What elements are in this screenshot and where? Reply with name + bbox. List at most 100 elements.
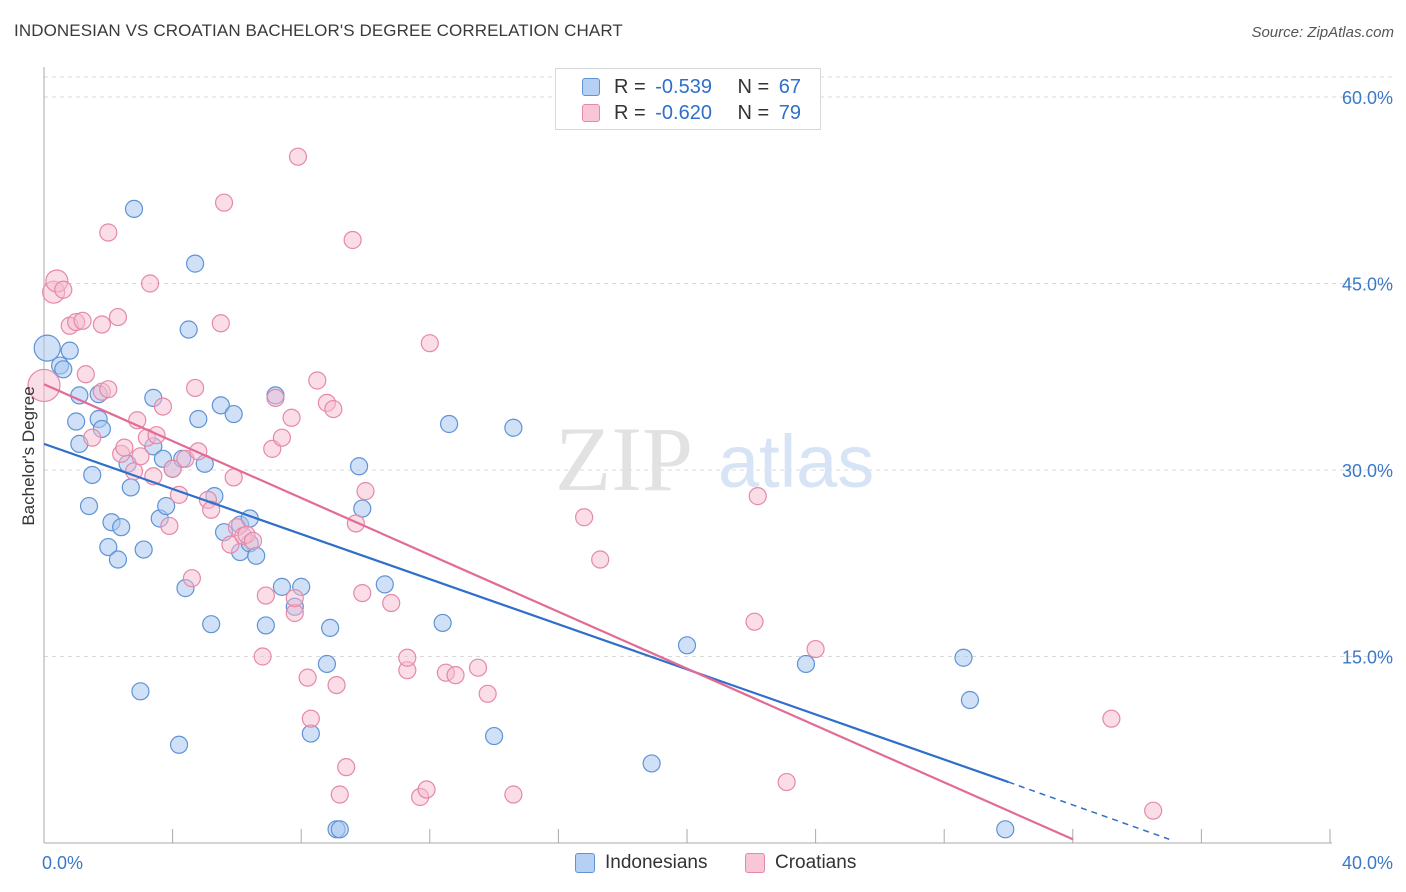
croatian-point xyxy=(446,666,465,685)
croatian-point xyxy=(301,709,320,728)
croatian-point xyxy=(282,408,301,427)
watermark-zip: ZIP xyxy=(555,408,693,510)
axes xyxy=(43,67,1332,844)
indonesian-point xyxy=(131,682,150,701)
croatian-point xyxy=(211,314,230,333)
x-tick-label: 0.0% xyxy=(42,853,83,873)
croatian-point xyxy=(575,508,594,527)
indonesian-point xyxy=(67,412,86,431)
y-tick-label: 30.0% xyxy=(1342,461,1393,481)
indonesian-point xyxy=(79,496,99,516)
croatian-point xyxy=(221,535,240,554)
croatian-point xyxy=(343,230,362,250)
croatian-point xyxy=(253,647,272,666)
croatian-point xyxy=(468,658,488,677)
croatian-point xyxy=(288,147,308,166)
legend-r-label: R = xyxy=(614,76,646,98)
indonesian-point xyxy=(108,550,128,569)
bottom-legend-swatch-pink xyxy=(745,853,765,873)
croatian-point xyxy=(182,569,201,588)
indonesian-point xyxy=(124,199,144,218)
grid-lines xyxy=(44,76,1392,657)
croatian-point xyxy=(324,399,343,419)
croatian-point xyxy=(147,426,166,445)
croatian-point xyxy=(76,365,95,384)
croatian-point xyxy=(504,785,523,804)
croatian-point xyxy=(420,334,439,353)
croatian-point xyxy=(398,648,417,667)
legend-r-label: R = xyxy=(614,102,646,124)
legend-n-label: N = xyxy=(737,102,770,124)
indonesian-point xyxy=(504,418,523,437)
croatian-point xyxy=(115,438,134,457)
croatian-point xyxy=(153,397,173,416)
bottom-legend-swatch-blue xyxy=(575,853,595,873)
legend-r-value: -0.539 xyxy=(655,76,712,98)
chart-source: Source: ZipAtlas.com xyxy=(1251,24,1394,41)
indonesian-point xyxy=(349,457,369,476)
croatian-point xyxy=(186,378,205,398)
indonesian-point xyxy=(169,735,189,754)
croatian-point xyxy=(745,612,764,631)
y-axis-title: Bachelor's Degree xyxy=(19,386,38,525)
croatian-point xyxy=(214,193,234,212)
indonesian-point xyxy=(960,690,980,710)
croatian-point xyxy=(382,593,401,613)
croatian-point xyxy=(54,280,73,299)
indonesian-point xyxy=(189,409,208,429)
croatian-point xyxy=(356,482,375,501)
indonesian-point xyxy=(99,537,118,557)
croatian-point xyxy=(163,459,182,478)
croatian-point xyxy=(160,516,179,536)
indonesian-trend-line xyxy=(43,442,1009,784)
indonesian-point xyxy=(121,478,140,497)
indonesian-point xyxy=(134,540,153,559)
indonesian-point xyxy=(256,616,275,635)
croatian-point xyxy=(243,531,263,550)
croatian-points xyxy=(27,147,1163,820)
indonesian-point xyxy=(202,615,221,634)
indonesian-point xyxy=(796,654,816,674)
legend-n-value: 67 xyxy=(778,76,802,98)
croatian-point xyxy=(806,639,825,659)
croatian-point xyxy=(748,487,767,506)
croatian-point xyxy=(777,772,796,792)
indonesian-point xyxy=(330,820,349,839)
indonesian-point xyxy=(439,414,459,434)
indonesian-point xyxy=(112,518,131,537)
croatian-point xyxy=(346,514,365,533)
legend-text-croatians: R = -0.620 N = 79 xyxy=(614,102,801,125)
legend: R = -0.539 N = 67 R = -0.620 N = 79 xyxy=(555,68,821,130)
croatian-point xyxy=(478,684,497,703)
croatian-point xyxy=(285,588,304,608)
croatian-point xyxy=(1102,709,1121,728)
legend-swatch-pink xyxy=(582,104,600,122)
croatian-point xyxy=(353,583,372,603)
x-tick-label: 40.0% xyxy=(1342,853,1393,873)
croatian-point xyxy=(27,368,61,403)
indonesian-point xyxy=(60,341,79,360)
croatian-point xyxy=(591,550,610,569)
croatian-point xyxy=(202,500,221,519)
indonesian-point xyxy=(321,618,340,638)
croatian-point xyxy=(272,428,292,447)
indonesian-point xyxy=(642,754,661,773)
croatian-point xyxy=(330,785,349,804)
croatian-point xyxy=(73,311,92,330)
croatian-point xyxy=(417,780,436,799)
indonesian-point xyxy=(677,636,697,655)
croatian-point xyxy=(140,274,160,293)
croatian-point xyxy=(92,315,111,334)
trend-lines xyxy=(43,383,1170,841)
croatian-point xyxy=(266,388,285,407)
croatian-point xyxy=(308,371,327,390)
indonesian-point xyxy=(33,334,61,362)
y-tick-labels: 15.0% 30.0% 45.0% 60.0% xyxy=(1342,88,1393,668)
indonesian-point xyxy=(211,396,230,415)
indonesian-point xyxy=(83,465,102,485)
croatian-point xyxy=(83,428,102,447)
legend-n-label: N = xyxy=(737,76,770,98)
chart-title: INDONESIAN VS CROATIAN BACHELOR'S DEGREE… xyxy=(14,21,623,40)
x-tick-labels: 0.0% 40.0% xyxy=(42,853,1393,873)
